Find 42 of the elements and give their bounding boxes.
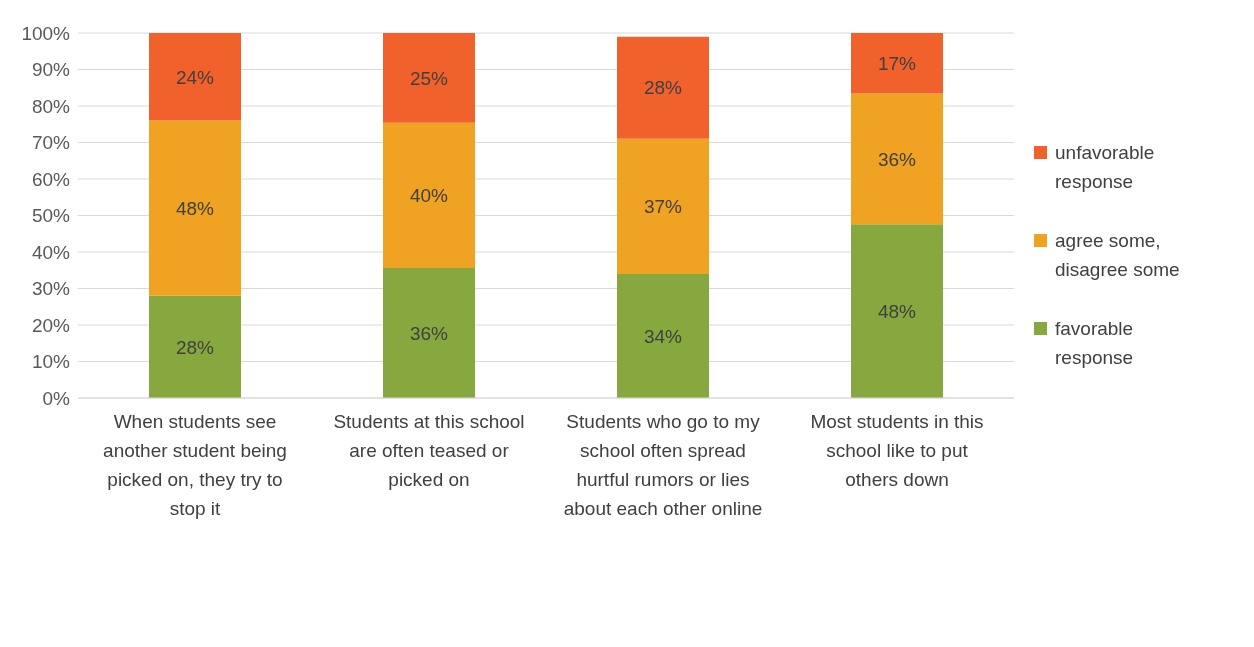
y-tick-label: 10% bbox=[31, 351, 71, 373]
y-tick-label: 0% bbox=[42, 387, 71, 409]
y-tick-label: 80% bbox=[31, 95, 71, 117]
y-tick-label: 70% bbox=[31, 132, 71, 154]
y-tick-label: 20% bbox=[31, 314, 71, 336]
y-tick-label: 60% bbox=[31, 168, 71, 190]
bar bbox=[617, 36, 709, 139]
bar bbox=[149, 120, 241, 296]
y-tick-label: 90% bbox=[31, 59, 71, 81]
x-tick-label: Students at this school are often teased or picked on bbox=[333, 411, 525, 490]
bar bbox=[149, 33, 241, 121]
x-tick-label: Students who go to my school often spread hurtful rumors or lies about each other online bbox=[563, 411, 763, 519]
bar bbox=[851, 93, 943, 225]
data-label: 37% bbox=[643, 196, 683, 218]
bar bbox=[617, 273, 709, 398]
bar bbox=[851, 33, 943, 94]
data-label: 28% bbox=[643, 77, 683, 99]
bar bbox=[149, 295, 241, 398]
y-tick-label: 40% bbox=[31, 241, 71, 263]
bar bbox=[383, 33, 475, 123]
data-label: 28% bbox=[175, 336, 215, 358]
bar bbox=[851, 224, 943, 398]
data-label: 48% bbox=[175, 197, 215, 219]
y-tick-label: 100% bbox=[21, 22, 71, 44]
data-label: 17% bbox=[877, 53, 917, 75]
data-label: 34% bbox=[643, 325, 683, 347]
bar bbox=[617, 138, 709, 274]
data-label: 25% bbox=[409, 67, 449, 89]
data-label: 36% bbox=[877, 148, 917, 170]
x-tick-label: Most students in this school like to put others down bbox=[810, 411, 984, 490]
data-label: 48% bbox=[877, 300, 917, 322]
data-label: 24% bbox=[175, 66, 215, 88]
bar bbox=[383, 122, 475, 269]
bar bbox=[383, 268, 475, 398]
legend-label: favorable response bbox=[1055, 317, 1134, 370]
legend-label: agree some, disagree some bbox=[1055, 229, 1180, 282]
y-tick-label: 30% bbox=[31, 278, 71, 300]
data-label: 36% bbox=[409, 322, 449, 344]
x-tick-label: When students see another student being picked on, they try to stop it bbox=[103, 411, 287, 519]
y-tick-label: 50% bbox=[31, 205, 71, 227]
legend-label: unfavorable response bbox=[1055, 141, 1155, 194]
data-label: 40% bbox=[409, 185, 449, 207]
